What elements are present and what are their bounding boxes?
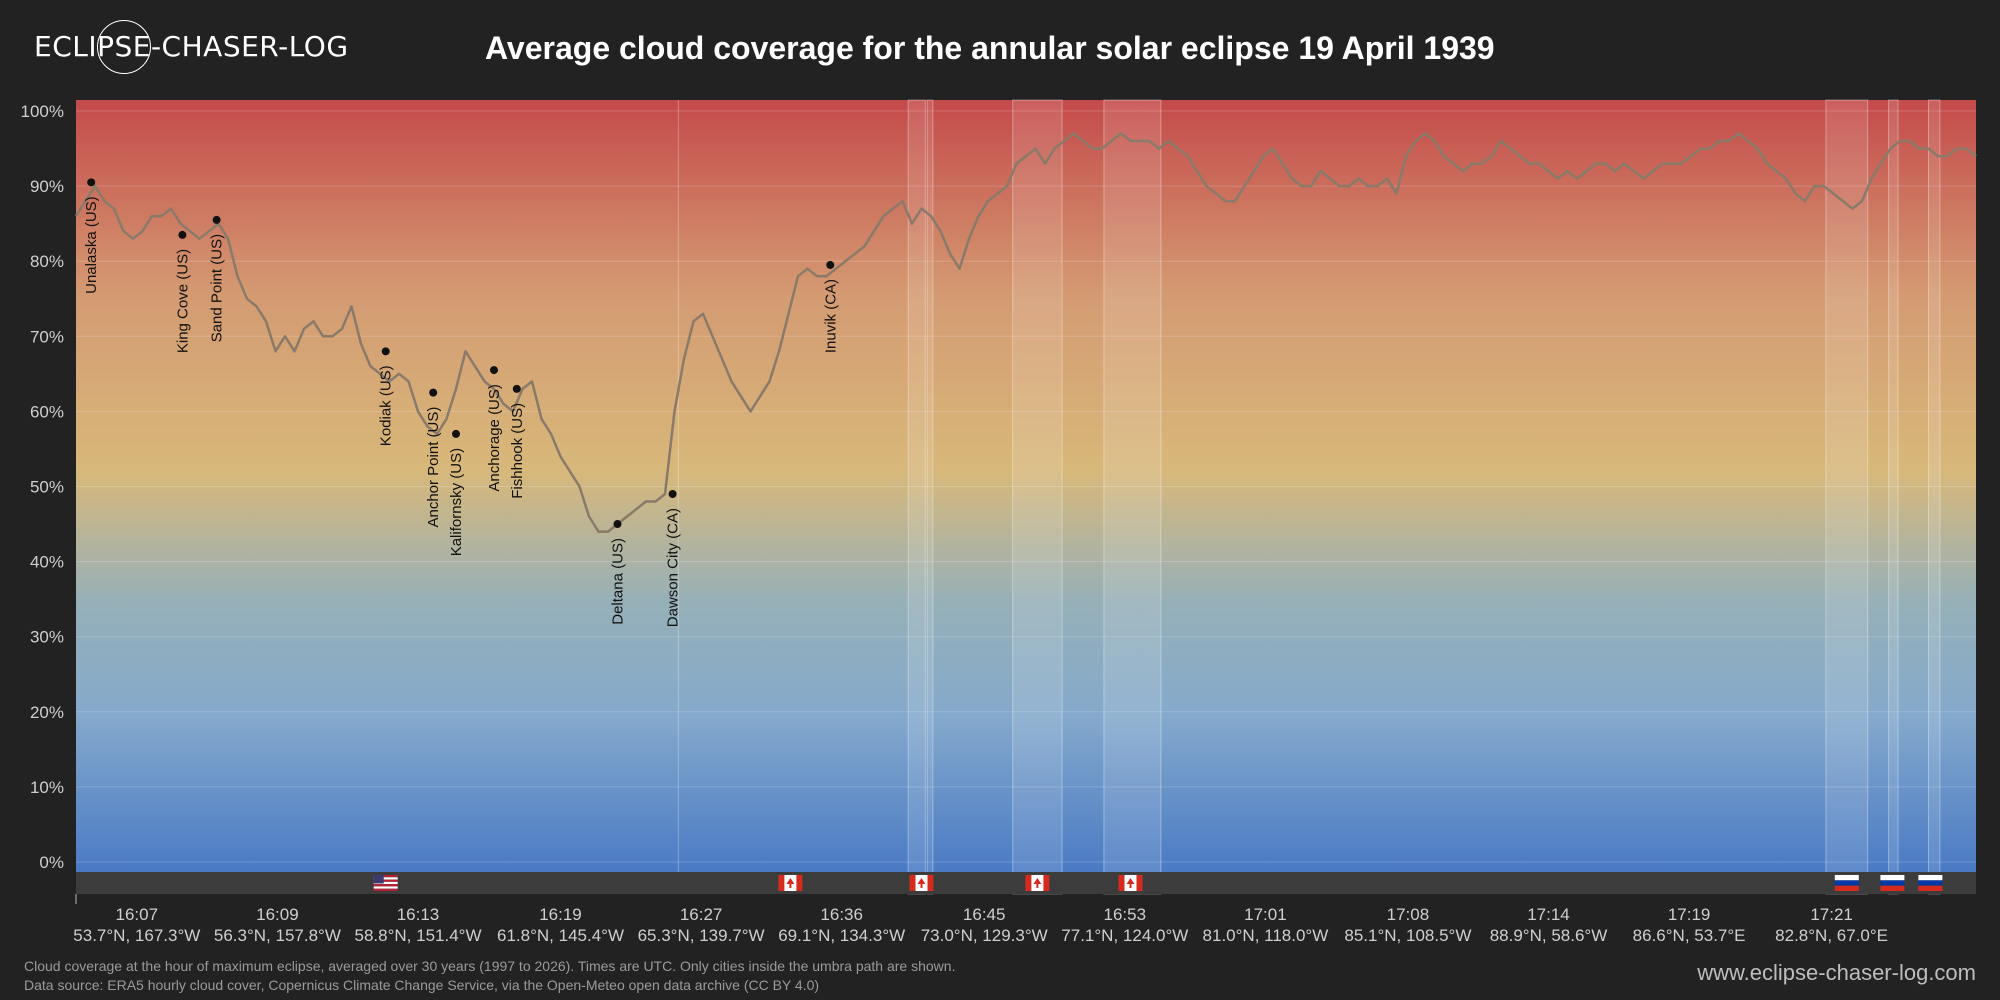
x-tick-time: 16:19 bbox=[539, 905, 582, 924]
city-marker bbox=[490, 366, 498, 375]
flag-ca-icon bbox=[909, 875, 934, 891]
flag-ca-icon bbox=[1118, 875, 1143, 891]
x-tick-time: 16:53 bbox=[1104, 905, 1147, 924]
y-tick-label: 70% bbox=[30, 327, 64, 346]
x-tick-time: 16:13 bbox=[397, 905, 440, 924]
x-tick-time: 17:08 bbox=[1387, 905, 1430, 924]
country-flags bbox=[373, 875, 1943, 891]
flag-ru-icon bbox=[1880, 875, 1905, 891]
footnote-line-1: Cloud coverage at the hour of maximum ec… bbox=[24, 958, 956, 974]
y-tick-label: 50% bbox=[30, 478, 64, 497]
y-tick-label: 80% bbox=[30, 252, 64, 271]
city-label: Kodiak (US) bbox=[378, 365, 395, 446]
y-tick-label: 40% bbox=[30, 553, 64, 572]
cloud-coverage-line bbox=[74, 132, 1977, 533]
x-tick-time: 16:45 bbox=[963, 905, 1006, 924]
x-tick-coord: 81.0°N, 118.0°W bbox=[1203, 926, 1329, 945]
x-tick-time: 16:07 bbox=[116, 905, 159, 924]
logo-ring-icon bbox=[97, 20, 151, 74]
city-marker bbox=[826, 260, 835, 269]
x-tick-coord: 77.1°N, 124.0°W bbox=[1061, 926, 1188, 945]
flag-us-icon bbox=[373, 875, 398, 891]
city-marker bbox=[381, 347, 390, 356]
y-tick-label: 100% bbox=[21, 102, 64, 121]
umbra-region bbox=[1888, 99, 1899, 895]
x-tick-time: 17:01 bbox=[1244, 905, 1287, 924]
flag-ru-icon bbox=[1834, 875, 1859, 891]
y-tick-label: 30% bbox=[30, 628, 64, 647]
x-tick-time: 17:19 bbox=[1668, 905, 1711, 924]
flag-ca-icon bbox=[1025, 875, 1050, 891]
city-marker bbox=[429, 388, 438, 397]
city-label: Kalifornsky (US) bbox=[448, 448, 465, 556]
umbra-region bbox=[1825, 99, 1869, 895]
y-tick-label: 10% bbox=[30, 778, 64, 797]
city-label: Deltana (US) bbox=[610, 538, 627, 625]
x-tick-coord: 61.8°N, 145.4°W bbox=[497, 926, 624, 945]
city-marker bbox=[613, 520, 622, 529]
city-label: Sand Point (US) bbox=[209, 234, 226, 342]
x-tick-coord: 73.0°N, 129.3°W bbox=[921, 926, 1048, 945]
umbra-region bbox=[1012, 99, 1063, 895]
city-label: Dawson City (CA) bbox=[665, 508, 682, 627]
x-tick-coord: 58.8°N, 151.4°W bbox=[355, 926, 482, 945]
x-tick-coord: 88.9°N, 58.6°W bbox=[1490, 926, 1608, 945]
x-tick-coord: 65.3°N, 139.7°W bbox=[638, 926, 765, 945]
gridlines bbox=[76, 110, 1976, 863]
city-label: Unalaska (US) bbox=[83, 196, 100, 294]
x-tick-time: 17:21 bbox=[1810, 905, 1853, 924]
umbra-region bbox=[1103, 99, 1162, 895]
y-tick-label: 90% bbox=[30, 177, 64, 196]
page-title: Average cloud coverage for the annular s… bbox=[485, 30, 1495, 66]
x-tick-coord: 86.6°N, 53.7°E bbox=[1633, 926, 1746, 945]
x-tick-time: 17:14 bbox=[1527, 905, 1570, 924]
city-marker bbox=[668, 490, 677, 499]
x-tick-coord: 69.1°N, 134.3°W bbox=[778, 926, 905, 945]
city-marker bbox=[212, 215, 221, 224]
flag-ca-icon bbox=[778, 875, 803, 891]
y-axis-labels: 0% 10% 20% 30% 40% 50% 60% 70% 80% 90% 100% bbox=[21, 102, 64, 872]
city-label: Inuvik (CA) bbox=[822, 279, 839, 353]
city-marker bbox=[512, 384, 521, 393]
city-label: King Cove (US) bbox=[174, 249, 191, 353]
x-tick-coord: 53.7°N, 167.3°W bbox=[73, 926, 200, 945]
logo: ECLIPSE-CHASER-LOG bbox=[34, 30, 349, 63]
city-marker bbox=[178, 230, 187, 239]
y-tick-label: 20% bbox=[30, 703, 64, 722]
city-markers: Unalaska (US) King Cove (US) Sand Point (U… bbox=[83, 178, 839, 627]
x-axis-labels: 16:07 53.7°N, 167.3°W 16:09 56.3°N, 157.8°W… bbox=[73, 894, 1888, 945]
x-tick-time: 16:27 bbox=[680, 905, 723, 924]
city-marker bbox=[452, 429, 460, 438]
city-label: Anchorage (US) bbox=[486, 384, 503, 492]
city-label: Fishhook (US) bbox=[509, 403, 526, 499]
x-tick-coord: 85.1°N, 108.5°W bbox=[1344, 926, 1471, 945]
y-tick-label: 0% bbox=[39, 853, 64, 872]
x-tick-time: 16:36 bbox=[820, 905, 863, 924]
city-marker bbox=[87, 178, 96, 187]
y-tick-label: 60% bbox=[30, 402, 64, 421]
flag-ru-icon bbox=[1918, 875, 1943, 891]
footnote-line-2: Data source: ERA5 hourly cloud cover, Co… bbox=[24, 977, 820, 993]
plot-background bbox=[76, 100, 1976, 872]
city-label: Anchor Point (US) bbox=[425, 407, 442, 528]
x-tick-coord: 56.3°N, 157.8°W bbox=[214, 926, 341, 945]
umbra-region bbox=[1928, 99, 1941, 895]
x-tick-coord: 82.8°N, 67.0°E bbox=[1775, 926, 1888, 945]
x-tick-time: 16:09 bbox=[256, 905, 299, 924]
logo-text: ECLIPSE-CHASER-LOG bbox=[34, 30, 349, 63]
website-link[interactable]: www.eclipse-chaser-log.com bbox=[1697, 960, 1976, 985]
